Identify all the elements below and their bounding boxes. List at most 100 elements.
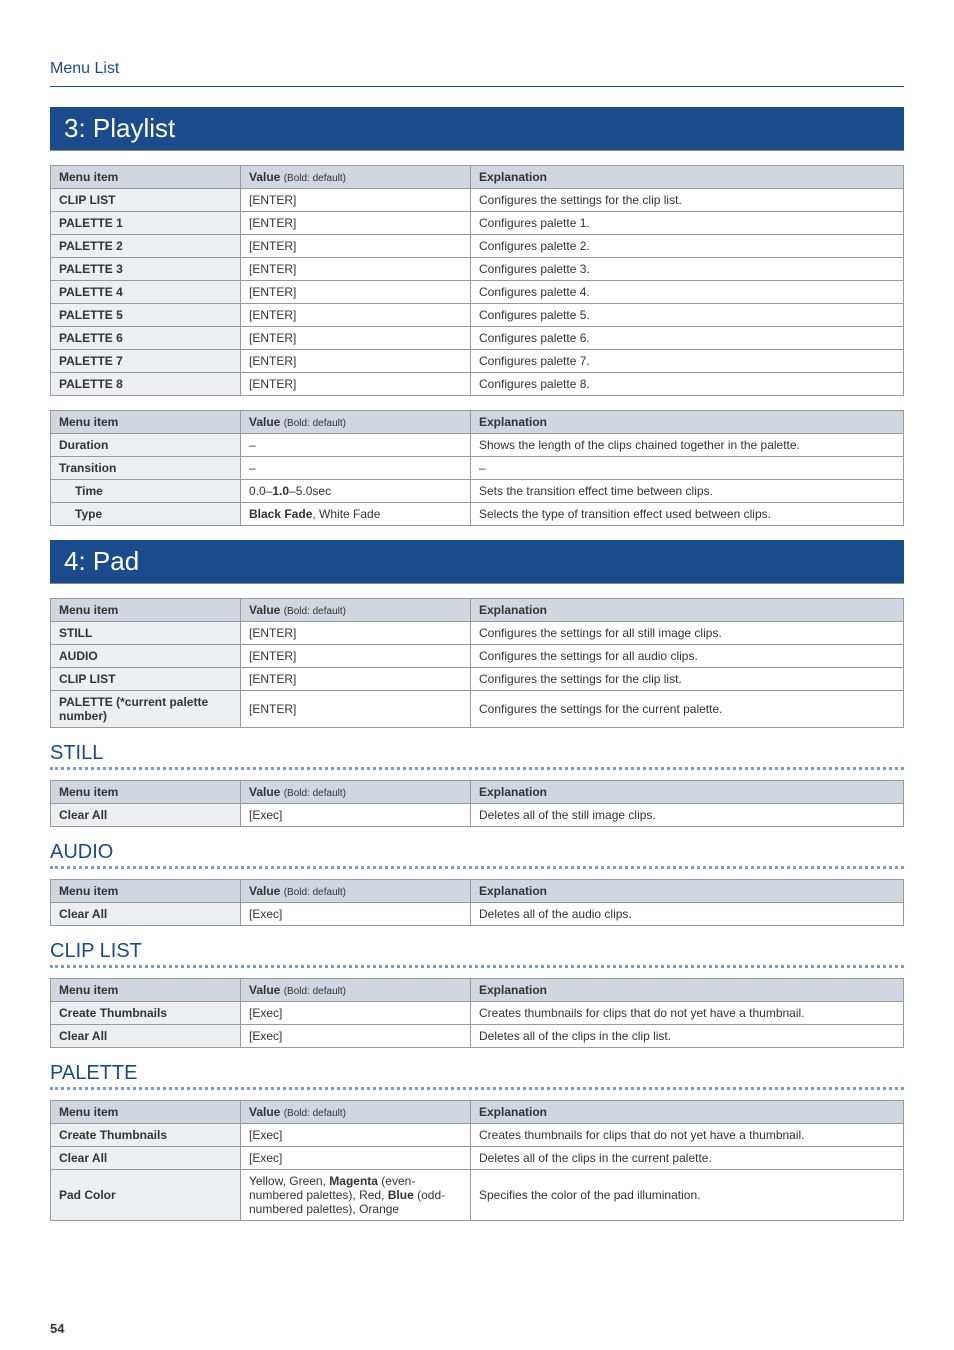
- cell-value: [ENTER]: [241, 235, 471, 258]
- cell-value: –: [241, 457, 471, 480]
- value-label: Value: [249, 170, 280, 184]
- table-row: Create Thumbnails[Exec]Creates thumbnail…: [51, 1002, 904, 1025]
- section3-table2: Menu item Value (Bold: default) Explanat…: [50, 410, 904, 526]
- value-note: (Bold: default): [284, 788, 346, 799]
- cell-value: [ENTER]: [241, 189, 471, 212]
- cell-value: [ENTER]: [241, 668, 471, 691]
- cell-expl: Configures palette 8.: [471, 373, 904, 396]
- cell-expl: Shows the length of the clips chained to…: [471, 434, 904, 457]
- table-row: PALETTE 5[ENTER]Configures palette 5.: [51, 304, 904, 327]
- cell-value: [Exec]: [241, 804, 471, 827]
- cell-value: [ENTER]: [241, 304, 471, 327]
- cell-expl: Configures palette 3.: [471, 258, 904, 281]
- table-row: Clear All[Exec]Deletes all of the still …: [51, 804, 904, 827]
- cell-expl: Configures the settings for the current …: [471, 691, 904, 728]
- col-value: Value (Bold: default): [241, 166, 471, 189]
- col-value: Value (Bold: default): [241, 1101, 471, 1124]
- table-row: PALETTE 7[ENTER]Configures palette 7.: [51, 350, 904, 373]
- cell-item: Time: [51, 480, 241, 503]
- col-value: Value (Bold: default): [241, 411, 471, 434]
- cell-item: Clear All: [51, 1025, 241, 1048]
- cell-item: PALETTE 3: [51, 258, 241, 281]
- cell-value: [Exec]: [241, 1147, 471, 1170]
- cell-value: Yellow, Green, Magenta (even-numbered pa…: [241, 1170, 471, 1221]
- audio-table: Menu item Value (Bold: default) Explanat…: [50, 879, 904, 926]
- cell-item: Pad Color: [51, 1170, 241, 1221]
- cell-value: [ENTER]: [241, 373, 471, 396]
- table-row: PALETTE 8[ENTER]Configures palette 8.: [51, 373, 904, 396]
- col-item: Menu item: [51, 599, 241, 622]
- still-table: Menu item Value (Bold: default) Explanat…: [50, 780, 904, 827]
- cell-expl: Sets the transition effect time between …: [471, 480, 904, 503]
- table-row: STILL[ENTER]Configures the settings for …: [51, 622, 904, 645]
- cell-item: AUDIO: [51, 645, 241, 668]
- cell-item: PALETTE 4: [51, 281, 241, 304]
- cell-item: PALETTE 2: [51, 235, 241, 258]
- col-value: Value (Bold: default): [241, 979, 471, 1002]
- page-number: 54: [50, 1321, 64, 1336]
- value-note: (Bold: default): [284, 887, 346, 898]
- cell-value: [ENTER]: [241, 691, 471, 728]
- table-row: Duration–Shows the length of the clips c…: [51, 434, 904, 457]
- cell-value: [ENTER]: [241, 281, 471, 304]
- section-4-title: 4: Pad: [50, 540, 904, 584]
- cell-expl: Configures palette 6.: [471, 327, 904, 350]
- dotted-rule: [50, 965, 904, 968]
- cell-item: Duration: [51, 434, 241, 457]
- col-expl: Explanation: [471, 781, 904, 804]
- dotted-rule: [50, 866, 904, 869]
- cell-expl: Selects the type of transition effect us…: [471, 503, 904, 526]
- dotted-rule: [50, 767, 904, 770]
- col-expl: Explanation: [471, 166, 904, 189]
- col-item: Menu item: [51, 880, 241, 903]
- cell-item: STILL: [51, 622, 241, 645]
- table-row: PALETTE 3[ENTER]Configures palette 3.: [51, 258, 904, 281]
- table-row: AUDIO[ENTER]Configures the settings for …: [51, 645, 904, 668]
- cell-item: CLIP LIST: [51, 668, 241, 691]
- cell-item: PALETTE (*current palette number): [51, 691, 241, 728]
- cell-expl: –: [471, 457, 904, 480]
- value-label: Value: [249, 983, 280, 997]
- cell-item: PALETTE 1: [51, 212, 241, 235]
- cell-value: 0.0–1.0–5.0sec: [241, 480, 471, 503]
- col-value: Value (Bold: default): [241, 781, 471, 804]
- cell-item: Clear All: [51, 903, 241, 926]
- table-row: PALETTE 4[ENTER]Configures palette 4.: [51, 281, 904, 304]
- cell-value: [ENTER]: [241, 327, 471, 350]
- palette-table: Menu item Value (Bold: default) Explanat…: [50, 1100, 904, 1221]
- audio-heading: AUDIO: [50, 841, 904, 864]
- table-row: Pad ColorYellow, Green, Magenta (even-nu…: [51, 1170, 904, 1221]
- cell-value: [ENTER]: [241, 622, 471, 645]
- col-expl: Explanation: [471, 880, 904, 903]
- section3-table1: Menu item Value (Bold: default) Explanat…: [50, 165, 904, 396]
- value-label: Value: [249, 1105, 280, 1119]
- cell-item: CLIP LIST: [51, 189, 241, 212]
- cell-value: [ENTER]: [241, 645, 471, 668]
- col-expl: Explanation: [471, 1101, 904, 1124]
- table-row: Clear All[Exec]Deletes all of the clips …: [51, 1025, 904, 1048]
- table-row: Clear All[Exec]Deletes all of the clips …: [51, 1147, 904, 1170]
- cell-item: PALETTE 6: [51, 327, 241, 350]
- value-label: Value: [249, 884, 280, 898]
- cell-item: PALETTE 8: [51, 373, 241, 396]
- cell-value: –: [241, 434, 471, 457]
- cell-value: Black Fade, White Fade: [241, 503, 471, 526]
- value-label: Value: [249, 785, 280, 799]
- dotted-rule: [50, 1087, 904, 1090]
- cell-value: [Exec]: [241, 1025, 471, 1048]
- cell-expl: Configures palette 5.: [471, 304, 904, 327]
- cell-item: Create Thumbnails: [51, 1002, 241, 1025]
- value-note: (Bold: default): [284, 1108, 346, 1119]
- cliplist-heading: CLIP LIST: [50, 940, 904, 963]
- cell-item: Clear All: [51, 1147, 241, 1170]
- cell-expl: Deletes all of the audio clips.: [471, 903, 904, 926]
- col-expl: Explanation: [471, 599, 904, 622]
- cell-value: [ENTER]: [241, 258, 471, 281]
- value-note: (Bold: default): [284, 173, 346, 184]
- cell-item: Create Thumbnails: [51, 1124, 241, 1147]
- cell-expl: Configures the settings for all still im…: [471, 622, 904, 645]
- cell-item: PALETTE 7: [51, 350, 241, 373]
- cell-value: [Exec]: [241, 1002, 471, 1025]
- cell-expl: Configures palette 7.: [471, 350, 904, 373]
- table-row: TypeBlack Fade, White FadeSelects the ty…: [51, 503, 904, 526]
